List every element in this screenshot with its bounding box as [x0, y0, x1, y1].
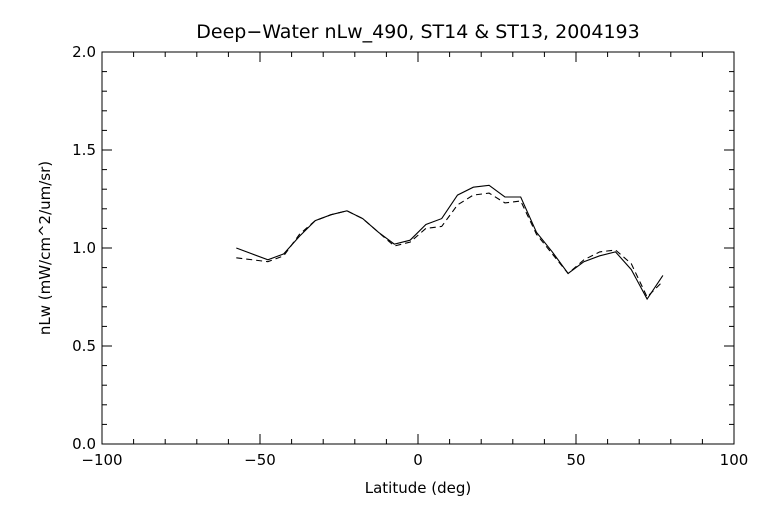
chart-title: Deep−Water nLw_490, ST14 & ST13, 2004193	[196, 21, 640, 43]
y-tick-label: 2.0	[72, 43, 96, 61]
series-line-dashed	[236, 192, 664, 298]
major-ticks	[101, 51, 735, 445]
y-tick-label: 1.0	[72, 239, 96, 257]
x-tick-label: −50	[244, 451, 276, 469]
y-tick-label: 1.5	[72, 141, 96, 159]
x-axis-label: Latitude (deg)	[365, 479, 471, 497]
y-axis-label: nLw (mW/cm^2/um/sr)	[36, 161, 54, 335]
series-layer	[236, 184, 664, 301]
y-tick-label: 0.0	[72, 435, 96, 453]
series-line-solid	[236, 184, 664, 301]
y-tick-label: 0.5	[72, 337, 96, 355]
x-tick-label: −100	[81, 451, 122, 469]
x-tick-labels: −100 −50 0 50 100	[81, 451, 748, 469]
minor-ticks	[102, 52, 734, 444]
x-tick-label: 0	[413, 451, 423, 469]
x-tick-label: 100	[720, 451, 749, 469]
plot-frame	[101, 51, 735, 445]
x-tick-label: 50	[566, 451, 585, 469]
y-tick-labels: 0.0 0.5 1.0 1.5 2.0	[72, 43, 96, 453]
